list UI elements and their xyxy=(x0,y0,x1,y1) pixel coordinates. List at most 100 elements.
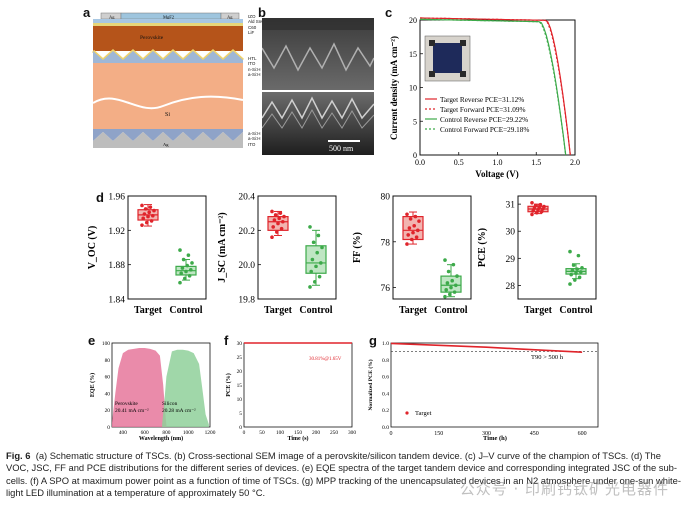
e-ytick-label: 80 xyxy=(105,358,111,364)
c-ytick-label: 0 xyxy=(413,151,417,160)
label-ag-top-right: Ag xyxy=(227,15,233,20)
plot-frame-f xyxy=(243,342,353,428)
caption-fig-number: Fig. 6 xyxy=(6,450,31,461)
d-point xyxy=(308,225,312,229)
d-ytick-label: 20.0 xyxy=(238,261,255,271)
d-point xyxy=(568,249,572,254)
g-xtick-label: 600 xyxy=(578,431,587,437)
d-point xyxy=(448,292,452,297)
f-xtick-label: 150 xyxy=(294,430,302,436)
d-point xyxy=(282,214,286,219)
f-ytick-label: 25 xyxy=(237,355,243,361)
e-ytick-label: 0 xyxy=(107,425,110,431)
d-point xyxy=(152,208,156,213)
d-point xyxy=(445,281,450,285)
g-xtick-label: 450 xyxy=(530,431,539,437)
e-ytick-label: 100 xyxy=(102,341,110,347)
d-ylabel: PCE (%) xyxy=(477,228,488,267)
d-point xyxy=(577,275,582,280)
d-plot-frame xyxy=(517,195,597,300)
sem-bottom-image xyxy=(262,92,374,155)
f-ytick-label: 0 xyxy=(239,425,242,431)
d-ytick-label: 1.88 xyxy=(108,261,125,271)
e-xtick-label: 800 xyxy=(162,430,170,436)
d-point xyxy=(416,228,420,233)
perovskite-layer xyxy=(93,26,243,51)
sem-top-texture xyxy=(262,42,374,72)
d-point xyxy=(451,262,456,267)
label-htl: HTL xyxy=(248,56,257,61)
g-series-line xyxy=(390,342,583,353)
d-point xyxy=(180,266,185,270)
panel-a-schematic: Ag MgF2 Ag Perovskite Si Ag xyxy=(91,12,245,148)
label-ald-sno2: Ald SnO2 xyxy=(248,19,268,25)
scale-bar-label: 500 nm xyxy=(329,144,354,153)
d-point xyxy=(538,202,543,207)
d-point xyxy=(273,213,278,217)
d-ytick-label: 1.96 xyxy=(108,193,125,203)
e-xlabel: Wavelength (nm) xyxy=(139,435,183,442)
f-annotation: 30.81%@1.65V xyxy=(309,357,342,362)
g-ytick-label: 0.6 xyxy=(382,375,389,381)
panel-g-label: g xyxy=(369,333,377,348)
e-ytick-label: 20 xyxy=(105,408,111,414)
d-point xyxy=(317,274,322,279)
d-ylabel: FF (%) xyxy=(352,232,363,263)
htl-ito-layer xyxy=(93,51,243,64)
d-ytick-label: 29 xyxy=(506,255,516,265)
d-point xyxy=(574,271,578,276)
d-point xyxy=(575,267,579,271)
d-point xyxy=(530,212,534,217)
e-xtick-label: 1000 xyxy=(183,430,194,436)
d-point xyxy=(145,220,149,225)
label-ag-bottom: Ag xyxy=(163,142,169,147)
c-ylabel: Current density (mA cm⁻²) xyxy=(389,36,399,140)
d-point xyxy=(539,209,544,214)
d-point xyxy=(308,285,312,289)
d-point xyxy=(542,204,546,209)
d-point xyxy=(576,253,581,258)
d-point xyxy=(270,209,274,214)
d-point xyxy=(532,206,537,210)
d-point xyxy=(275,230,279,234)
d-point xyxy=(140,223,144,227)
d-point xyxy=(186,253,191,258)
d-point xyxy=(571,263,576,267)
f-xtick-label: 200 xyxy=(312,430,320,436)
c-legend-label: Control Forward PCE=29.18% xyxy=(440,126,529,134)
d-point xyxy=(313,280,317,284)
g-ytick-label: 0.2 xyxy=(382,408,389,414)
g-ytick-label: 1.0 xyxy=(382,341,389,347)
d-point xyxy=(569,272,573,277)
d-point xyxy=(570,268,575,273)
sem-bottom-pyramids-2 xyxy=(262,108,374,129)
d-point xyxy=(454,283,458,288)
d-point xyxy=(141,216,145,221)
d-plot-frame xyxy=(392,195,472,300)
d-point xyxy=(178,280,182,285)
c-xtick-label: 1.5 xyxy=(531,158,541,167)
g-xtick-label: 150 xyxy=(434,431,443,437)
f-xtick-label: 300 xyxy=(348,430,356,436)
d-box xyxy=(440,275,462,293)
f-ytick-label: 20 xyxy=(237,369,243,375)
d-plot-frame xyxy=(257,195,337,300)
d-point xyxy=(316,233,321,238)
f-xtick-label: 0 xyxy=(243,430,246,436)
f-ytick-label: 10 xyxy=(237,397,243,403)
d-ytick-label: 1.84 xyxy=(108,296,125,306)
d-ytick-label: 80 xyxy=(381,193,391,203)
d-category-label: Target xyxy=(134,305,163,316)
d-box xyxy=(305,245,327,274)
d-point xyxy=(568,282,572,286)
e-annot-silicon-jsc: 20.28 mA cm⁻² xyxy=(162,408,196,414)
panel-c-jv-chart: 0.0 0.5 1.0 1.5 2.0 0 5 10 15 20 Target Reverse P… xyxy=(389,16,580,179)
d-point xyxy=(530,200,534,205)
panel-a-bottom-labels: a-Si:H (i) a-Si:H (p) ITO xyxy=(248,131,267,147)
d-point xyxy=(320,245,324,250)
c-xtick-label: 0.5 xyxy=(454,158,464,167)
d-ytick-label: 28 xyxy=(506,282,516,292)
d-ytick-label: 20.2 xyxy=(238,227,255,237)
d-category-label: Target xyxy=(524,305,553,316)
f-ytick-label: 5 xyxy=(239,411,242,417)
